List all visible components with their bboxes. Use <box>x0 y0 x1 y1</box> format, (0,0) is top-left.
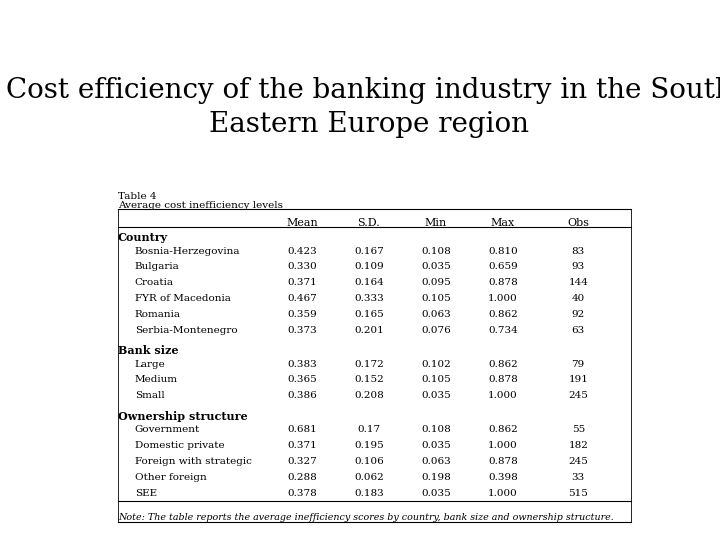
Text: 0.062: 0.062 <box>354 472 384 482</box>
Text: Domestic private: Domestic private <box>135 441 224 450</box>
Text: 0.378: 0.378 <box>287 489 317 497</box>
Text: 0.383: 0.383 <box>287 360 317 369</box>
Text: 0.398: 0.398 <box>488 472 518 482</box>
Text: 0.105: 0.105 <box>421 294 451 303</box>
Text: 182: 182 <box>568 441 588 450</box>
Text: 0.333: 0.333 <box>354 294 384 303</box>
Text: 0.734: 0.734 <box>488 326 518 334</box>
Text: Medium: Medium <box>135 375 178 384</box>
Text: 245: 245 <box>568 457 588 466</box>
Text: 0.365: 0.365 <box>287 375 317 384</box>
Text: Government: Government <box>135 426 200 434</box>
Text: 0.423: 0.423 <box>287 246 317 255</box>
Text: 0.035: 0.035 <box>421 441 451 450</box>
Text: 1.000: 1.000 <box>488 391 518 400</box>
Text: 0.167: 0.167 <box>354 246 384 255</box>
Text: 0.201: 0.201 <box>354 326 384 334</box>
Text: 0.208: 0.208 <box>354 391 384 400</box>
Text: 0.152: 0.152 <box>354 375 384 384</box>
Text: Foreign with strategic: Foreign with strategic <box>135 457 251 466</box>
Text: 83: 83 <box>572 246 585 255</box>
Text: Table 4: Table 4 <box>118 192 156 201</box>
Text: 0.373: 0.373 <box>287 326 317 334</box>
Text: 0.165: 0.165 <box>354 310 384 319</box>
Text: 0.862: 0.862 <box>488 360 518 369</box>
Text: 0.862: 0.862 <box>488 310 518 319</box>
Text: 0.035: 0.035 <box>421 262 451 271</box>
Text: S.D.: S.D. <box>358 218 380 228</box>
Text: 515: 515 <box>568 489 588 497</box>
Text: 0.359: 0.359 <box>287 310 317 319</box>
Text: Bosnia-Herzegovina: Bosnia-Herzegovina <box>135 246 240 255</box>
Text: 0.105: 0.105 <box>421 375 451 384</box>
Text: 0.878: 0.878 <box>488 278 518 287</box>
Text: 0.164: 0.164 <box>354 278 384 287</box>
Text: Croatia: Croatia <box>135 278 174 287</box>
Text: 93: 93 <box>572 262 585 271</box>
Text: Average cost inefficiency levels: Average cost inefficiency levels <box>118 201 283 210</box>
Text: SEE: SEE <box>135 489 157 497</box>
Text: 0.371: 0.371 <box>287 441 317 450</box>
Text: 0.095: 0.095 <box>421 278 451 287</box>
Text: 0.106: 0.106 <box>354 457 384 466</box>
Text: 1.000: 1.000 <box>488 441 518 450</box>
Text: 0.076: 0.076 <box>421 326 451 334</box>
Text: 0.810: 0.810 <box>488 246 518 255</box>
Text: 40: 40 <box>572 294 585 303</box>
Text: 33: 33 <box>572 472 585 482</box>
Text: 0.681: 0.681 <box>287 426 317 434</box>
Text: 0.108: 0.108 <box>421 426 451 434</box>
Text: 0.327: 0.327 <box>287 457 317 466</box>
Text: 0.102: 0.102 <box>421 360 451 369</box>
Text: Min: Min <box>425 218 447 228</box>
Text: 0.17: 0.17 <box>357 426 381 434</box>
Text: 0.035: 0.035 <box>421 489 451 497</box>
Text: 144: 144 <box>568 278 588 287</box>
Text: 0.063: 0.063 <box>421 310 451 319</box>
Text: 0.035: 0.035 <box>421 391 451 400</box>
Text: 0.878: 0.878 <box>488 457 518 466</box>
Text: 63: 63 <box>572 326 585 334</box>
Text: Other foreign: Other foreign <box>135 472 207 482</box>
Text: Serbia-Montenegro: Serbia-Montenegro <box>135 326 238 334</box>
Text: Large: Large <box>135 360 166 369</box>
Text: 1.000: 1.000 <box>488 489 518 497</box>
Text: Bank size: Bank size <box>118 346 179 356</box>
Text: Max: Max <box>491 218 515 228</box>
Text: 0.108: 0.108 <box>421 246 451 255</box>
Text: 79: 79 <box>572 360 585 369</box>
Text: 0.183: 0.183 <box>354 489 384 497</box>
Text: 0.862: 0.862 <box>488 426 518 434</box>
Text: Cost efficiency of the banking industry in the South
Eastern Europe region: Cost efficiency of the banking industry … <box>6 77 720 138</box>
Text: 0.386: 0.386 <box>287 391 317 400</box>
Text: 191: 191 <box>568 375 588 384</box>
Text: Bulgaria: Bulgaria <box>135 262 179 271</box>
Text: FYR of Macedonia: FYR of Macedonia <box>135 294 230 303</box>
Text: 1.000: 1.000 <box>488 294 518 303</box>
Text: 0.878: 0.878 <box>488 375 518 384</box>
Text: 0.330: 0.330 <box>287 262 317 271</box>
Text: Mean: Mean <box>286 218 318 228</box>
Text: 55: 55 <box>572 426 585 434</box>
Text: 0.659: 0.659 <box>488 262 518 271</box>
Text: Obs: Obs <box>567 218 589 228</box>
Text: 0.109: 0.109 <box>354 262 384 271</box>
Text: Ownership structure: Ownership structure <box>118 411 248 422</box>
Text: 0.371: 0.371 <box>287 278 317 287</box>
Text: 0.467: 0.467 <box>287 294 317 303</box>
Text: 0.063: 0.063 <box>421 457 451 466</box>
Text: 0.195: 0.195 <box>354 441 384 450</box>
Text: 92: 92 <box>572 310 585 319</box>
Text: Small: Small <box>135 391 164 400</box>
Text: 245: 245 <box>568 391 588 400</box>
Text: 0.198: 0.198 <box>421 472 451 482</box>
Text: 0.172: 0.172 <box>354 360 384 369</box>
Text: Country: Country <box>118 232 168 244</box>
Text: Note: The table reports the average inefficiency scores by country, bank size an: Note: The table reports the average inef… <box>118 513 613 522</box>
Text: 0.288: 0.288 <box>287 472 317 482</box>
Text: Romania: Romania <box>135 310 181 319</box>
